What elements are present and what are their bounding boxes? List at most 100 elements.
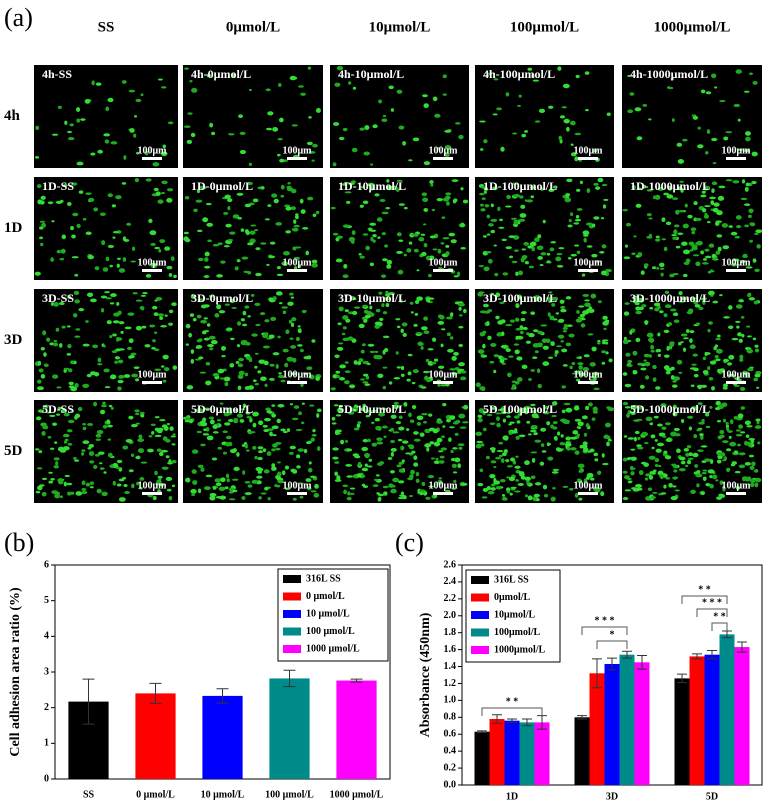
cell (423, 208, 429, 212)
cell (240, 228, 245, 232)
cell (645, 416, 653, 422)
cell (216, 274, 223, 278)
legend-label: 1000μmol/L (494, 644, 546, 655)
cell (745, 131, 751, 136)
cell (646, 189, 653, 192)
cell (282, 250, 290, 256)
cell (652, 491, 658, 494)
cell (399, 299, 403, 303)
cell (544, 405, 550, 410)
cell (496, 449, 504, 453)
scale-bar (726, 269, 746, 272)
cell (297, 344, 303, 347)
cell (520, 407, 528, 413)
cell (334, 479, 342, 482)
cell (245, 411, 251, 415)
cell (61, 234, 67, 240)
cell (578, 305, 585, 308)
cell (437, 320, 445, 325)
cell (219, 377, 225, 380)
cell (365, 311, 373, 315)
cell (338, 404, 343, 408)
cell (744, 477, 751, 482)
cell (692, 353, 698, 357)
scale-bar (433, 381, 453, 384)
cell (757, 441, 761, 445)
cell (168, 496, 173, 501)
cell (673, 319, 680, 323)
cell (451, 371, 456, 377)
cell (185, 323, 191, 329)
cell (520, 257, 525, 263)
cell (652, 469, 657, 473)
cell (199, 185, 207, 190)
cell (655, 448, 662, 453)
cell (692, 115, 699, 120)
cell (254, 382, 260, 386)
cell (429, 441, 435, 445)
cell (546, 421, 551, 426)
cell (347, 336, 354, 341)
cell (247, 315, 251, 318)
legend-swatch (471, 628, 489, 637)
cell (116, 337, 120, 342)
cell (452, 471, 458, 474)
cell (290, 206, 297, 211)
cell (296, 454, 301, 459)
cell (171, 459, 177, 464)
image-label: 1D-0μmol/L (191, 179, 253, 193)
cell (48, 471, 53, 474)
cell (224, 194, 231, 199)
cell (81, 488, 87, 492)
cell (117, 379, 124, 384)
cell (630, 411, 636, 416)
cell (575, 188, 581, 192)
cell (704, 205, 711, 208)
cell (679, 180, 684, 183)
cell (87, 255, 95, 260)
cell (458, 325, 464, 329)
cell (592, 223, 596, 228)
cell (640, 461, 647, 465)
cell (307, 467, 313, 473)
cell (349, 492, 355, 495)
cell (514, 380, 520, 385)
cell (652, 377, 657, 382)
cell (517, 294, 522, 300)
cell (53, 491, 61, 496)
cell (565, 407, 573, 413)
cell (488, 223, 494, 227)
cell (627, 480, 633, 484)
cell (479, 468, 484, 473)
cell (664, 304, 672, 309)
cell (426, 447, 430, 452)
cell (715, 407, 720, 411)
cell (74, 415, 78, 420)
cell (747, 214, 752, 218)
cell (667, 86, 674, 90)
cell (515, 271, 519, 276)
bar (269, 678, 310, 779)
cell (511, 384, 517, 388)
cell (521, 133, 527, 138)
cell (300, 421, 305, 425)
cell (236, 259, 241, 263)
cell (218, 310, 226, 314)
cell (695, 405, 699, 410)
cell (495, 485, 502, 490)
cell (49, 414, 56, 417)
cell (490, 343, 497, 348)
cell (477, 482, 484, 487)
cell (281, 306, 288, 309)
cell (447, 348, 454, 353)
cell (55, 461, 59, 466)
cell (558, 334, 565, 339)
cell (662, 435, 667, 438)
cell (251, 333, 258, 337)
cell (644, 375, 650, 380)
cell (284, 362, 289, 368)
cell (514, 490, 521, 493)
cell (629, 92, 635, 96)
